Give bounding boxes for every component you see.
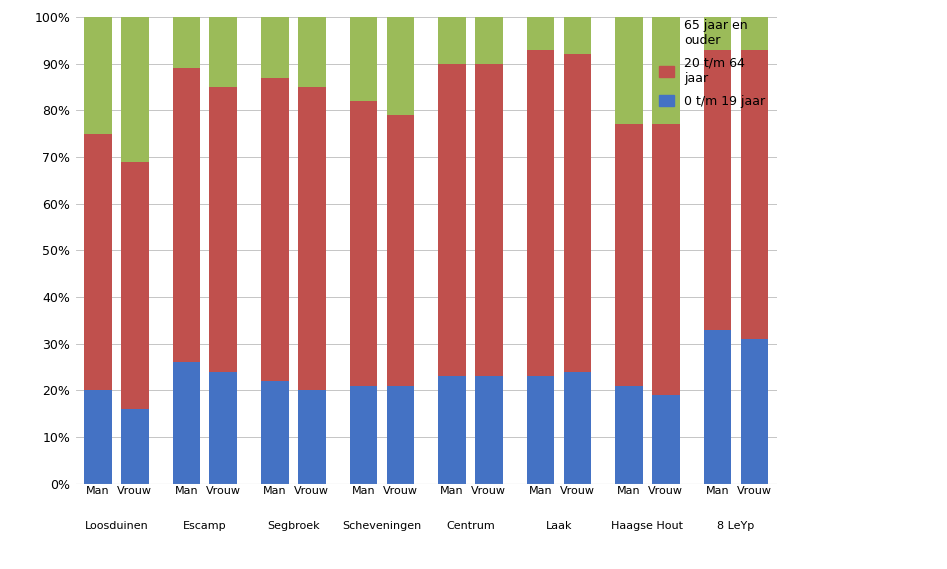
- Bar: [741, 50, 768, 339]
- Bar: [616, 125, 643, 386]
- Text: Escamp: Escamp: [183, 521, 226, 531]
- Bar: [84, 134, 112, 390]
- Bar: [84, 390, 112, 484]
- Bar: [209, 17, 237, 87]
- Bar: [563, 17, 591, 55]
- Text: Laak: Laak: [545, 521, 572, 531]
- Text: Scheveningen: Scheveningen: [342, 521, 421, 531]
- Text: Segbroek: Segbroek: [267, 521, 320, 531]
- Bar: [261, 78, 289, 381]
- Bar: [349, 17, 377, 101]
- Text: Loosduinen: Loosduinen: [84, 521, 149, 531]
- Bar: [475, 376, 503, 484]
- Bar: [652, 395, 680, 484]
- Bar: [84, 17, 112, 134]
- Legend: 65 jaar en
ouder, 20 t/m 64
jaar, 0 t/m 19 jaar: 65 jaar en ouder, 20 t/m 64 jaar, 0 t/m …: [654, 14, 770, 113]
- Bar: [121, 17, 149, 162]
- Bar: [172, 17, 200, 68]
- Bar: [704, 329, 731, 484]
- Bar: [386, 386, 414, 484]
- Bar: [475, 17, 503, 64]
- Bar: [121, 409, 149, 484]
- Bar: [563, 55, 591, 372]
- Bar: [438, 17, 466, 64]
- Bar: [438, 376, 466, 484]
- Bar: [527, 376, 554, 484]
- Bar: [261, 17, 289, 78]
- Bar: [172, 362, 200, 484]
- Bar: [349, 101, 377, 386]
- Bar: [527, 50, 554, 376]
- Bar: [704, 50, 731, 329]
- Bar: [741, 17, 768, 50]
- Bar: [527, 17, 554, 50]
- Bar: [298, 390, 326, 484]
- Bar: [298, 17, 326, 87]
- Bar: [386, 115, 414, 386]
- Bar: [652, 125, 680, 395]
- Bar: [172, 68, 200, 362]
- Bar: [209, 87, 237, 372]
- Bar: [261, 381, 289, 484]
- Text: Haagse Hout: Haagse Hout: [612, 521, 684, 531]
- Bar: [741, 339, 768, 484]
- Bar: [475, 64, 503, 376]
- Bar: [563, 372, 591, 484]
- Bar: [616, 386, 643, 484]
- Bar: [209, 372, 237, 484]
- Bar: [349, 386, 377, 484]
- Bar: [298, 87, 326, 390]
- Text: 8 LeYp: 8 LeYp: [717, 521, 755, 531]
- Text: Centrum: Centrum: [446, 521, 494, 531]
- Bar: [386, 17, 414, 115]
- Bar: [438, 64, 466, 376]
- Bar: [704, 17, 731, 50]
- Bar: [616, 17, 643, 125]
- Bar: [652, 17, 680, 125]
- Bar: [121, 162, 149, 409]
